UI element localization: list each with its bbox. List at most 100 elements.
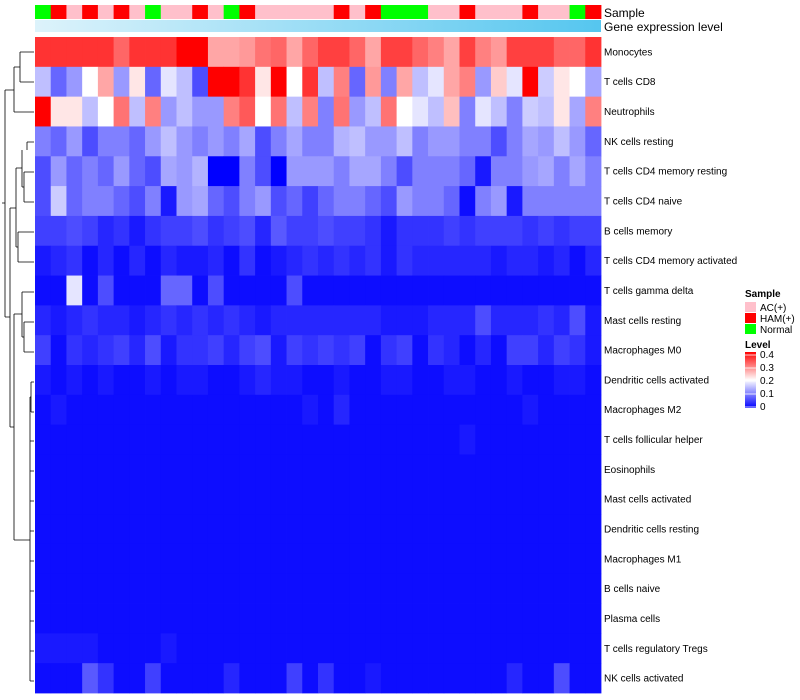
heatmap-cell bbox=[569, 37, 586, 68]
heatmap-cell bbox=[349, 335, 366, 366]
heatmap-cell bbox=[333, 96, 350, 127]
heatmap-cell bbox=[255, 633, 272, 664]
heatmap-cell bbox=[113, 514, 130, 545]
heatmap-cell bbox=[459, 663, 476, 694]
heatmap-cell bbox=[380, 156, 398, 187]
heatmap-cell bbox=[207, 245, 225, 276]
heatmap-cell bbox=[333, 573, 350, 604]
heatmap-cell bbox=[223, 37, 240, 68]
row-label: NK cells resting bbox=[604, 137, 673, 148]
heatmap-cell bbox=[538, 156, 555, 187]
heatmap-cell bbox=[286, 394, 303, 426]
heatmap-cell bbox=[522, 365, 539, 396]
heatmap-cell bbox=[145, 633, 162, 664]
heatmap-cell bbox=[349, 424, 366, 455]
heatmap-cell bbox=[538, 305, 555, 336]
heatmap-cell bbox=[490, 305, 508, 336]
heatmap-cell bbox=[365, 126, 382, 157]
heatmap-cell bbox=[506, 365, 523, 396]
heatmap-cell bbox=[585, 215, 602, 247]
heatmap-cell bbox=[82, 37, 99, 68]
heatmap-cell bbox=[569, 484, 586, 515]
heatmap-cell bbox=[239, 454, 256, 485]
heatmap-cell bbox=[223, 484, 240, 515]
heatmap-cell bbox=[270, 365, 287, 396]
heatmap-cell bbox=[35, 245, 52, 276]
heatmap-cell bbox=[569, 335, 586, 366]
heatmap-cell bbox=[443, 215, 460, 247]
heatmap-cell bbox=[428, 215, 445, 247]
heatmap-cell bbox=[428, 633, 445, 664]
heatmap-cell bbox=[176, 186, 193, 217]
legend-sample-item: AC(+) bbox=[745, 302, 786, 314]
heatmap-cell bbox=[129, 365, 146, 396]
heatmap-cell bbox=[82, 156, 99, 187]
heatmap-cell bbox=[459, 514, 476, 545]
heatmap-cell bbox=[35, 156, 52, 187]
heatmap-cell bbox=[207, 394, 225, 426]
heatmap-cell bbox=[459, 96, 476, 127]
heatmap-cell bbox=[475, 156, 492, 187]
heatmap-cell bbox=[82, 126, 99, 157]
heatmap-cell bbox=[538, 245, 555, 276]
heatmap-cell bbox=[207, 514, 225, 545]
heatmap-cell bbox=[286, 275, 303, 306]
heatmap-cell bbox=[365, 573, 382, 604]
heatmap-cell bbox=[129, 394, 146, 426]
heatmap-cell bbox=[35, 424, 52, 455]
heatmap-cell bbox=[475, 663, 492, 694]
heatmap-cell bbox=[349, 37, 366, 68]
heatmap-cell bbox=[490, 484, 508, 515]
heatmap-cell bbox=[113, 394, 130, 426]
sample-annotation-cell bbox=[302, 5, 319, 19]
heatmap-cell bbox=[365, 186, 382, 217]
heatmap-cell bbox=[176, 215, 193, 247]
heatmap-cell bbox=[176, 603, 193, 634]
heatmap-cell bbox=[129, 514, 146, 545]
heatmap-cell bbox=[506, 215, 523, 247]
heatmap-cell bbox=[506, 126, 523, 157]
heatmap-cell bbox=[318, 454, 335, 485]
heatmap-cell bbox=[553, 37, 570, 68]
heatmap-cell bbox=[270, 424, 287, 455]
heatmap-cell bbox=[129, 633, 146, 664]
heatmap-cell bbox=[239, 603, 256, 634]
heatmap-cell bbox=[522, 484, 539, 515]
heatmap-cell bbox=[50, 186, 67, 217]
heatmap-cell bbox=[35, 126, 52, 157]
heatmap-cell bbox=[66, 275, 83, 306]
heatmap-cell bbox=[412, 96, 429, 127]
heatmap-cell bbox=[459, 215, 476, 247]
heatmap-cell bbox=[459, 633, 476, 664]
heatmap-cell bbox=[553, 394, 570, 426]
heatmap-cell bbox=[585, 633, 602, 664]
heatmap-cell bbox=[192, 603, 209, 634]
heatmap-cell bbox=[396, 484, 413, 515]
heatmap-cell bbox=[333, 335, 350, 366]
heatmap-cell bbox=[333, 543, 350, 575]
heatmap-cell bbox=[270, 335, 287, 366]
heatmap-cell bbox=[380, 126, 398, 157]
heatmap-cell bbox=[223, 275, 240, 306]
heatmap-cell bbox=[428, 365, 445, 396]
heatmap-cell bbox=[207, 186, 225, 217]
heatmap-cell bbox=[538, 543, 555, 575]
sample-annotation-cell bbox=[569, 5, 586, 19]
heatmap-cell bbox=[192, 156, 209, 187]
heatmap-cell bbox=[192, 126, 209, 157]
heatmap-cell bbox=[380, 573, 398, 604]
heatmap-cell bbox=[506, 245, 523, 276]
heatmap-cell bbox=[82, 543, 99, 575]
heatmap-cell bbox=[192, 484, 209, 515]
heatmap-cell bbox=[490, 66, 508, 98]
heatmap-cell bbox=[160, 37, 177, 68]
sample-annotation-cell bbox=[490, 5, 508, 19]
heatmap-cell bbox=[192, 66, 209, 98]
heatmap-cell bbox=[82, 186, 99, 217]
heatmap-cell bbox=[506, 275, 523, 306]
heatmap-cell bbox=[428, 603, 445, 634]
heatmap-cell bbox=[569, 454, 586, 485]
heatmap-cell bbox=[286, 454, 303, 485]
legend-sample-swatch bbox=[745, 302, 756, 312]
heatmap-cell bbox=[538, 335, 555, 366]
